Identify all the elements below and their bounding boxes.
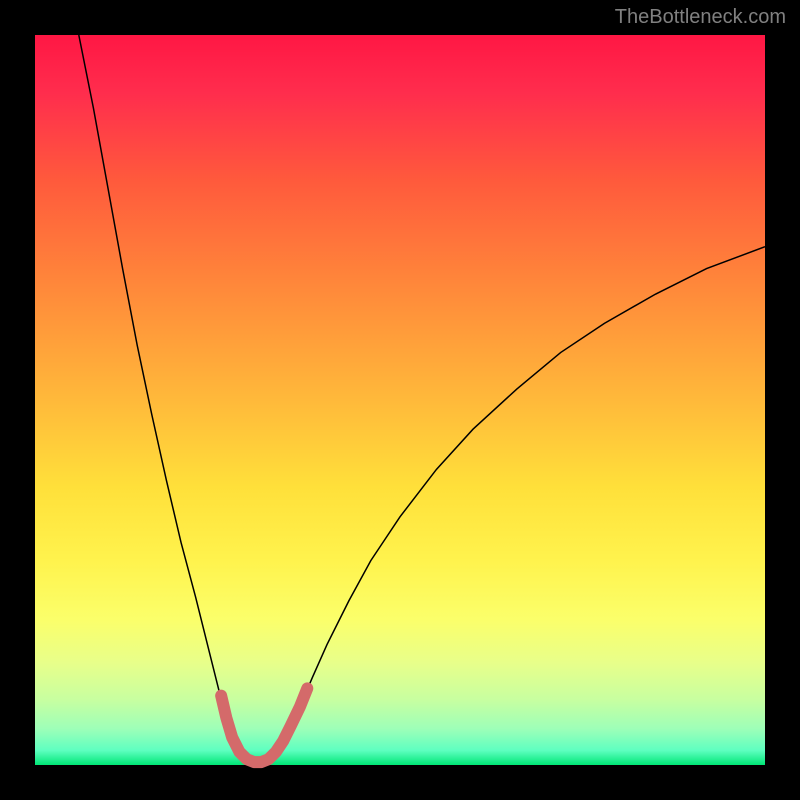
plot-background [35,35,765,765]
chart-container: TheBottleneck.com [0,0,800,800]
watermark-text: TheBottleneck.com [615,6,786,29]
bottleneck-chart [0,0,800,800]
